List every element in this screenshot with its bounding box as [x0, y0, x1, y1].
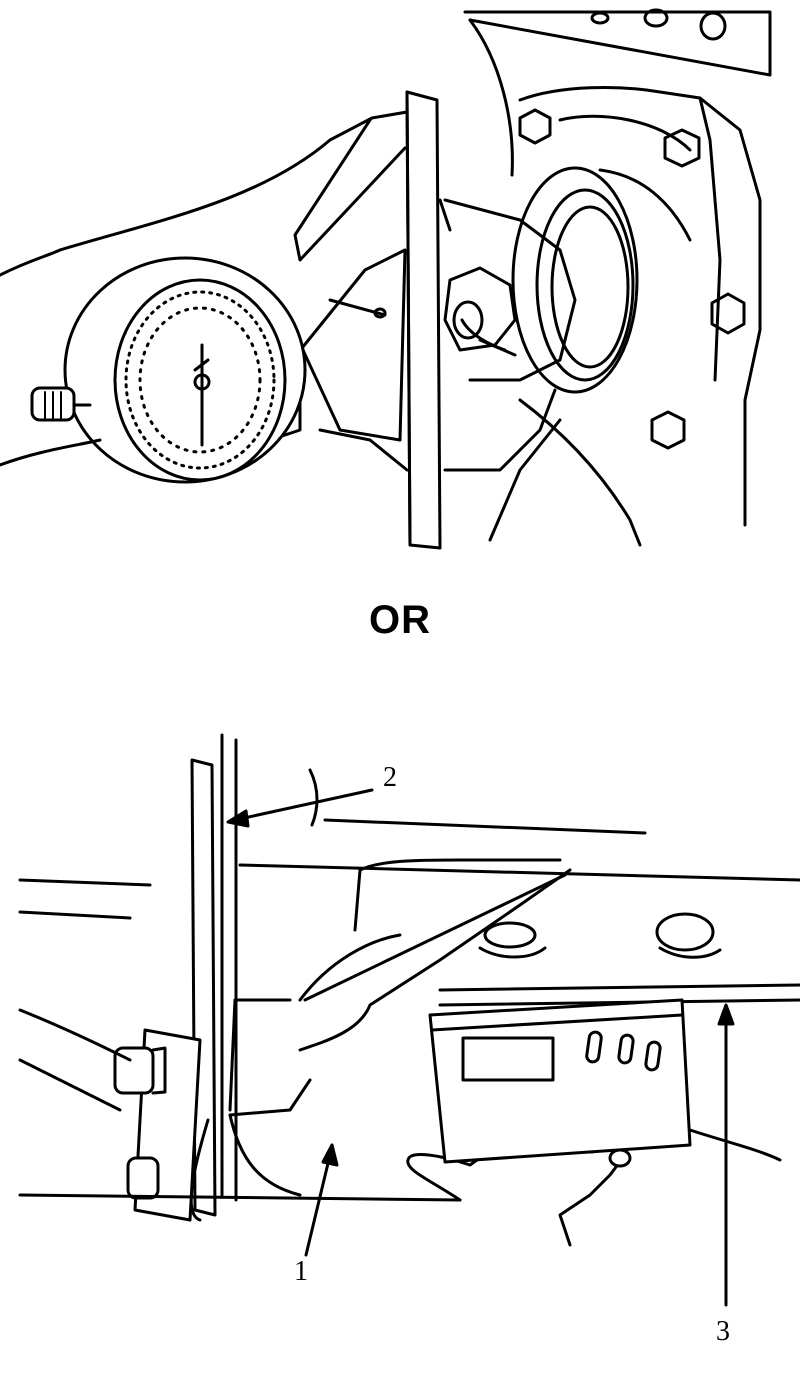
leader-arrowhead-2: [226, 809, 250, 828]
leader-arrowhead-3: [717, 1003, 735, 1026]
bolt-icon: [113, 1046, 167, 1200]
knurled-knob-icon: [30, 386, 92, 422]
callout-label-1: 1: [294, 1256, 308, 1287]
leader-arrowhead-1: [321, 1143, 339, 1167]
top-figure: [0, 8, 772, 550]
callout-label-2: 2: [383, 762, 397, 793]
separator-or: OR: [369, 598, 431, 642]
mounting-bracket: [113, 1028, 202, 1222]
callout-label-3: 3: [716, 1316, 730, 1347]
dial-gauge-icon: [63, 256, 307, 484]
bolt-icon: [518, 108, 746, 450]
drive-housing: [18, 768, 800, 1202]
leader-arrow-1: [304, 1153, 332, 1257]
housing-bolts: [478, 912, 722, 959]
leader-arrows: [226, 788, 735, 1307]
straight-edge: [189, 733, 238, 1222]
mounting-plate: [405, 90, 442, 550]
pinion-yoke: [443, 198, 577, 472]
leader-arrow-2: [233, 788, 374, 822]
digital-inclinometer-icon: [428, 998, 692, 1164]
bottom-figure: [18, 733, 800, 1307]
axle-housing: [463, 8, 772, 547]
